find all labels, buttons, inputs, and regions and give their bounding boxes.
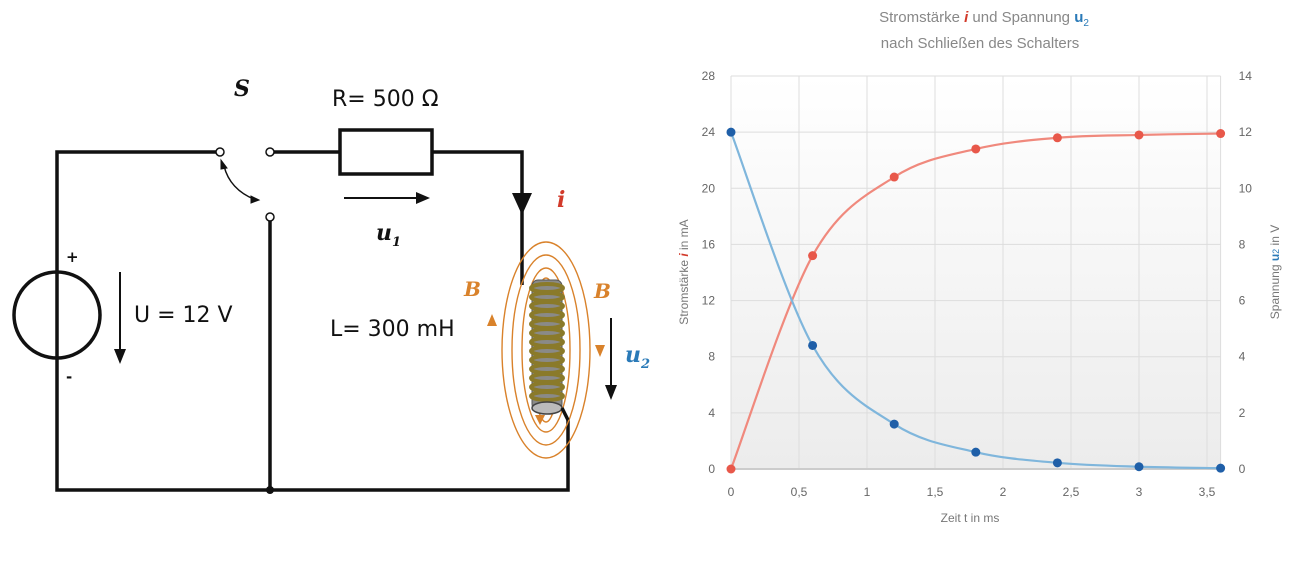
y2-tick-label: 6 [1239, 294, 1246, 308]
y-axis-label: Stromstärke i in mA [677, 219, 691, 324]
magnetic-field-lines [487, 241, 605, 459]
chart-title: Stromstärke i und Spannung u2 [879, 9, 1089, 29]
minus-label: - [66, 368, 72, 386]
u2-label: u2 [625, 342, 650, 372]
arrowhead [114, 349, 126, 364]
y-tick-label: 0 [708, 462, 715, 476]
wire-coil-bottom [560, 407, 570, 421]
x-tick-label: 2,5 [1063, 485, 1080, 499]
y-tick-label: 16 [702, 237, 716, 251]
y-tick-label: 20 [702, 181, 716, 195]
arrowhead [416, 192, 430, 204]
switch-contact[interactable] [265, 212, 275, 222]
resistor [338, 128, 434, 176]
chart: Stromstärke i und Spannung u2 nach Schli… [677, 9, 1282, 525]
resistor-label: R= 500 Ω [332, 87, 439, 112]
switch-contact[interactable] [215, 147, 225, 157]
x-tick-label: 1,5 [927, 485, 944, 499]
y2-tick-label: 12 [1239, 125, 1253, 139]
x-tick-label: 1 [864, 485, 871, 499]
x-axis-label: Zeit t in ms [941, 511, 1000, 525]
voltage-data-point [808, 340, 818, 350]
x-tick-label: 3 [1136, 485, 1143, 499]
y-tick-label: 12 [702, 294, 716, 308]
voltage-data-point [1216, 463, 1226, 473]
y2-tick-label: 10 [1239, 181, 1253, 195]
junction-dot [266, 486, 274, 494]
current-data-point [889, 172, 899, 182]
x-tick-label: 0,5 [791, 485, 808, 499]
field-label-right: B [593, 279, 611, 303]
current-arrowhead [512, 193, 532, 215]
y2-tick-label: 2 [1239, 406, 1246, 420]
current-data-point [808, 251, 818, 261]
y2-tick-label: 8 [1239, 237, 1246, 251]
circuit-diagram [12, 128, 617, 494]
x-tick-label: 2 [1000, 485, 1007, 499]
voltage-data-point [971, 447, 981, 457]
source-voltage-label: U = 12 V [134, 303, 233, 328]
switch-label: S [234, 76, 250, 102]
y2-tick-label: 4 [1239, 350, 1246, 364]
y-tick-label: 8 [708, 350, 715, 364]
current-data-point [1216, 129, 1226, 139]
arrowhead [220, 158, 261, 204]
current-data-point [726, 464, 736, 474]
y2-tick-label: 0 [1239, 462, 1246, 476]
y-tick-label: 4 [708, 406, 715, 420]
x-tick-label: 0 [728, 485, 735, 499]
plus-label: + [66, 248, 79, 266]
y2-axis-label: Spannung u2 in V [1268, 225, 1282, 319]
y-tick-label: 24 [702, 125, 716, 139]
wire-resistor-to-coil [432, 150, 524, 285]
chart-subtitle: nach Schließen des Schalters [881, 35, 1079, 52]
current-data-point [1134, 130, 1144, 140]
current-label: i [557, 187, 565, 213]
grid [730, 75, 1222, 470]
y-tick-label: 28 [702, 69, 716, 83]
wire-left-loop [55, 150, 570, 492]
voltage-data-point [1134, 462, 1144, 472]
voltage-data-point [889, 419, 899, 429]
current-data-point [1052, 133, 1062, 143]
x-tick-label: 3,5 [1199, 485, 1216, 499]
arrowhead [605, 385, 617, 400]
voltage-data-point [726, 127, 736, 137]
u1-label: u1 [376, 220, 401, 250]
series [726, 127, 1226, 474]
inductor-coil [529, 279, 565, 415]
switch-toggle-arrow [223, 165, 257, 201]
inductor-label: L= 300 mH [330, 317, 455, 342]
current-data-point [971, 144, 981, 154]
y2-tick-label: 14 [1239, 69, 1253, 83]
field-label-left: B [463, 277, 481, 301]
coil-winding [529, 390, 565, 402]
voltage-data-point [1052, 458, 1062, 468]
switch-contact[interactable] [265, 147, 275, 157]
